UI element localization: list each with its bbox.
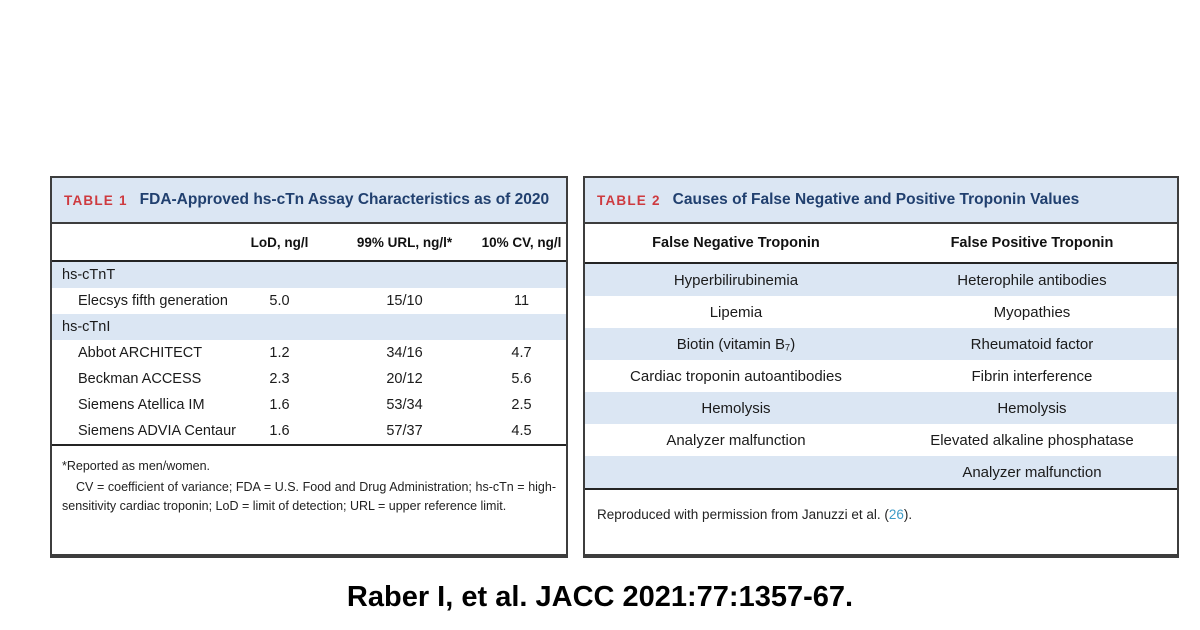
url-value: 53/34 xyxy=(386,397,423,413)
table1-title-band: TABLE 1 FDA-Approved hs-cTn Assay Charac… xyxy=(52,178,566,224)
section-label: hs-cTnI xyxy=(62,319,111,335)
table2-label: TABLE 2 xyxy=(597,192,661,208)
table-row: Abbot ARCHITECT 1.2 34/16 4.7 xyxy=(52,340,566,366)
lod-value: 2.3 xyxy=(269,371,290,387)
lod-value: 1.6 xyxy=(269,397,290,413)
table-row: Analyzer malfunction xyxy=(585,456,1177,488)
assay-name: Elecsys fifth generation xyxy=(78,293,228,309)
table2-col-false-positive: False Positive Troponin xyxy=(950,235,1114,251)
table2-card: TABLE 2 Causes of False Negative and Pos… xyxy=(583,176,1179,558)
table2-footer: Reproduced with permission from Januzzi … xyxy=(585,488,1177,554)
false-negative-cell: Analyzer malfunction xyxy=(666,431,806,449)
url-value: 34/16 xyxy=(386,345,423,361)
assay-name: Siemens ADVIA Centaur xyxy=(78,423,236,439)
false-positive-cell: Rheumatoid factor xyxy=(970,335,1094,353)
cv-value: 11 xyxy=(513,293,530,309)
footer-text-suffix: ). xyxy=(903,507,913,522)
false-positive-cell: Hemolysis xyxy=(997,399,1067,417)
table2-column-headers: False Negative Troponin False Positive T… xyxy=(585,224,1177,264)
footer-text-prefix: Reproduced with permission from Januzzi … xyxy=(597,507,889,522)
false-positive-cell: Analyzer malfunction xyxy=(962,463,1102,481)
false-negative-cell: Hyperbilirubinemia xyxy=(673,271,799,289)
cv-value: 4.7 xyxy=(511,345,532,361)
table1-section-hs-ctni: hs-cTnI xyxy=(52,314,566,340)
false-positive-cell: Myopathies xyxy=(993,303,1071,321)
false-negative-cell: Hemolysis xyxy=(701,399,771,417)
false-negative-cell: Lipemia xyxy=(709,303,763,321)
table1-card: TABLE 1 FDA-Approved hs-cTn Assay Charac… xyxy=(50,176,568,558)
table-row: Cardiac troponin autoantibodies Fibrin i… xyxy=(585,360,1177,392)
false-negative-cell: Cardiac troponin autoantibodies xyxy=(630,367,842,385)
lod-value: 5.0 xyxy=(269,293,290,309)
url-value: 15/10 xyxy=(386,293,423,309)
table-row: Biotin (vitamin B₇) Rheumatoid factor xyxy=(585,328,1177,360)
table2-title: Causes of False Negative and Positive Tr… xyxy=(672,191,1080,208)
url-value: 57/37 xyxy=(386,423,423,439)
table-row: Siemens Atellica IM 1.6 53/34 2.5 xyxy=(52,392,566,418)
table-row: Hyperbilirubinemia Heterophile antibodie… xyxy=(585,264,1177,296)
table1-section-hs-ctnt: hs-cTnT xyxy=(52,262,566,288)
footnote-reported: *Reported as men/women. xyxy=(62,459,210,473)
table-row: Hemolysis Hemolysis xyxy=(585,392,1177,424)
table1-body: hs-cTnT Elecsys fifth generation 5.0 15/… xyxy=(52,262,566,444)
table-row: Elecsys fifth generation 5.0 15/10 11 xyxy=(52,288,566,314)
table-row: Beckman ACCESS 2.3 20/12 5.6 xyxy=(52,366,566,392)
table1-column-headers: LoD, ng/l 99% URL, ng/l* 10% CV, ng/l xyxy=(52,224,566,262)
lod-value: 1.2 xyxy=(269,345,290,361)
table1-title: FDA-Approved hs-cTn Assay Characteristic… xyxy=(139,191,550,208)
section-label: hs-cTnT xyxy=(62,267,116,283)
footnote-abbreviations: CV = coefficient of variance; FDA = U.S.… xyxy=(62,479,556,513)
assay-name: Beckman ACCESS xyxy=(78,371,202,387)
cv-value: 2.5 xyxy=(511,397,532,413)
lod-value: 1.6 xyxy=(269,423,290,439)
reference-link[interactable]: 26 xyxy=(888,507,904,522)
table1-label: TABLE 1 xyxy=(64,192,128,208)
table-row: Analyzer malfunction Elevated alkaline p… xyxy=(585,424,1177,456)
false-negative-cell: Biotin (vitamin B₇) xyxy=(676,335,796,353)
false-positive-cell: Fibrin interference xyxy=(971,367,1093,385)
table1-footnotes: *Reported as men/women. CV = coefficient… xyxy=(52,444,566,554)
false-positive-cell: Heterophile antibodies xyxy=(957,271,1107,289)
cv-value: 5.6 xyxy=(511,371,532,387)
assay-name: Siemens Atellica IM xyxy=(78,397,205,413)
assay-name: Abbot ARCHITECT xyxy=(78,345,203,361)
false-positive-cell: Elevated alkaline phosphatase xyxy=(930,431,1134,449)
table-row: Lipemia Myopathies xyxy=(585,296,1177,328)
table2-col-false-negative: False Negative Troponin xyxy=(652,235,820,251)
table2-body: Hyperbilirubinemia Heterophile antibodie… xyxy=(585,264,1177,488)
table2-title-band: TABLE 2 Causes of False Negative and Pos… xyxy=(585,178,1177,224)
url-value: 20/12 xyxy=(386,371,423,387)
table1-col-url: 99% URL, ng/l* xyxy=(356,234,453,250)
cv-value: 4.5 xyxy=(511,423,532,439)
source-citation: Raber I, et al. JACC 2021:77:1357-67. xyxy=(346,581,854,613)
table1-col-cv: 10% CV, ng/l xyxy=(481,234,562,250)
table-row: Siemens ADVIA Centaur 1.6 57/37 4.5 xyxy=(52,418,566,444)
table1-col-lod: LoD, ng/l xyxy=(250,234,309,250)
